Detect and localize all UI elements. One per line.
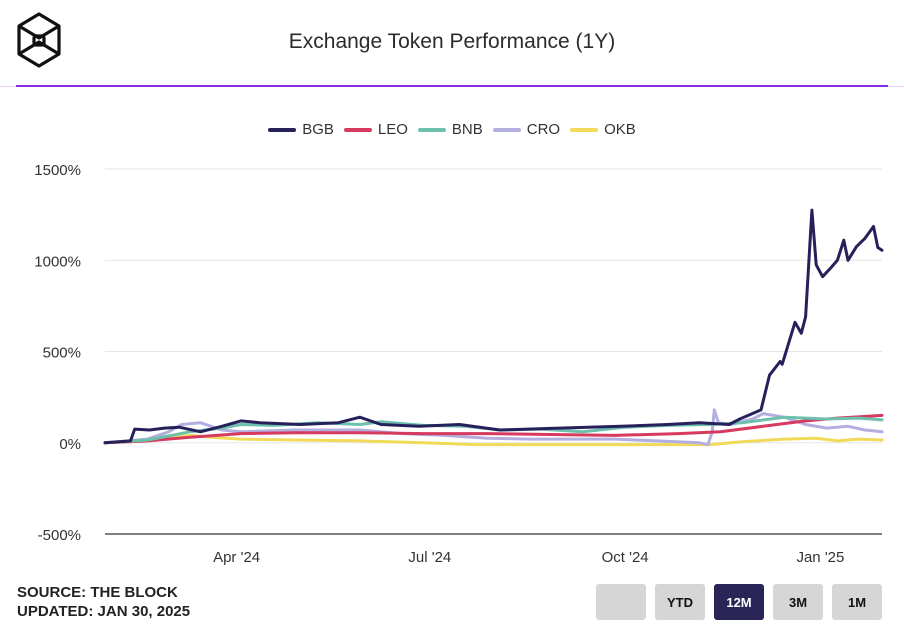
x-tick-label: Jan '25 xyxy=(796,549,844,566)
y-tick-label: -500% xyxy=(38,527,81,544)
legend-swatch xyxy=(268,127,297,132)
the-block-logo-icon xyxy=(17,12,61,68)
legend: BGB LEO BNB CRO OKB xyxy=(0,121,904,138)
legend-label: LEO xyxy=(377,121,408,138)
legend-label: CRO xyxy=(526,121,561,138)
legend-swatch xyxy=(417,127,446,132)
x-tick-label: Apr '24 xyxy=(213,549,260,566)
range-button-ytd[interactable]: YTD xyxy=(655,584,705,620)
legend-item-okb[interactable]: OKB xyxy=(570,121,636,138)
x-tick-label: Jul '24 xyxy=(408,549,451,566)
legend-swatch xyxy=(492,127,521,132)
y-tick-label: 0% xyxy=(59,436,81,453)
series-line-bgb xyxy=(103,208,884,445)
legend-label: BNB xyxy=(451,121,483,138)
line-chart: 1500% 1000% 500% 0% -500% Apr '24 Jul '24 Oct '… xyxy=(34,162,884,566)
y-tick-label: 1500% xyxy=(34,162,81,179)
header-divider xyxy=(16,85,888,87)
legend-item-leo[interactable]: LEO xyxy=(343,121,408,138)
y-tick-label: 1000% xyxy=(34,253,81,270)
legend-item-bnb[interactable]: BNB xyxy=(417,121,483,138)
range-button-1m[interactable]: 1M xyxy=(832,584,882,620)
chart-title: Exchange Token Performance (1Y) xyxy=(288,30,616,53)
range-button-12m[interactable]: 12M xyxy=(714,584,764,620)
legend-swatch xyxy=(343,127,372,132)
x-tick-label: Oct '24 xyxy=(602,549,649,566)
legend-swatch xyxy=(570,127,599,132)
footer: SOURCE: THE BLOCK UPDATED: JAN 30, 2025 xyxy=(17,583,190,621)
series-line-leo xyxy=(103,413,884,445)
range-button-3m[interactable]: 3M xyxy=(773,584,823,620)
legend-item-cro[interactable]: CRO xyxy=(492,121,561,138)
legend-label: BGB xyxy=(302,121,334,138)
source-label: SOURCE: THE BLOCK xyxy=(17,584,178,601)
legend-item-bgb[interactable]: BGB xyxy=(268,121,334,138)
updated-label: UPDATED: JAN 30, 2025 xyxy=(17,603,191,620)
range-button-blank[interactable] xyxy=(596,584,646,620)
legend-label: OKB xyxy=(604,121,636,138)
y-tick-label: 500% xyxy=(43,345,81,362)
